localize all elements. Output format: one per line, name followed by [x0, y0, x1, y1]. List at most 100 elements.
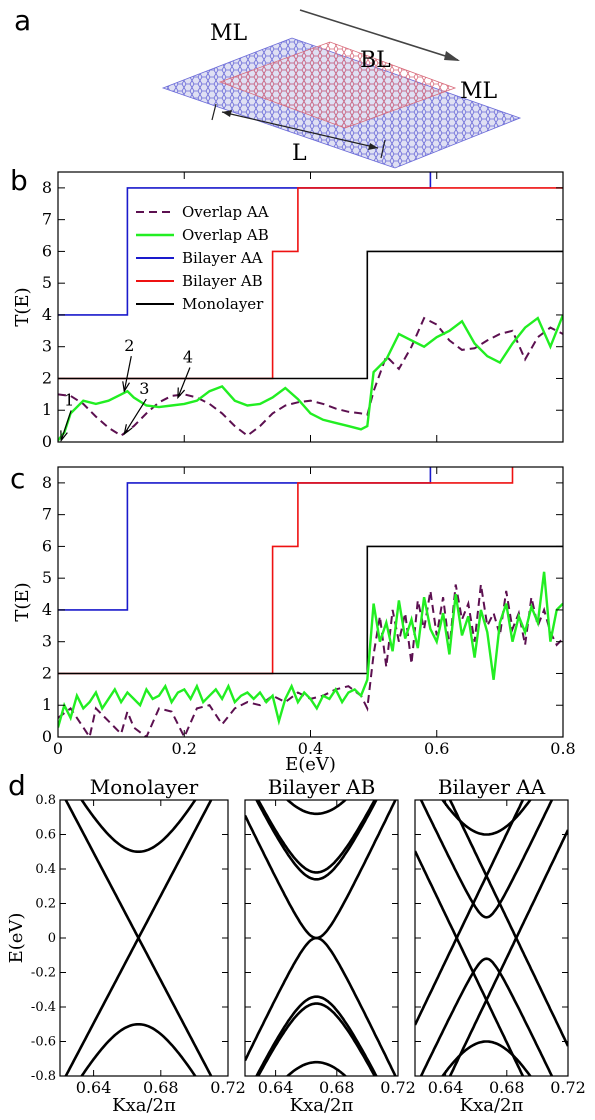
plot-b-ytick-label: 7 — [42, 210, 52, 229]
plot-d1-frame — [59, 799, 229, 1077]
plot-b-annotation-label: 4 — [183, 348, 193, 367]
plot-b: 0 1 2 3 4 5 6 7 8 T(E) Overlap AA Overlap AB Bilayer… — [12, 171, 564, 451]
plot-d3-xtick-label: 0.72 — [550, 1078, 586, 1097]
plot-d1-xtick-label: 0.72 — [210, 1078, 246, 1097]
plot-c-series-overlap-ab — [58, 571, 563, 728]
plot-c-ytick-label: 8 — [42, 473, 52, 492]
plot-d-monolayer: -0.8 -0.6 -0.4 -0.2 0 0.2 0.4 0.6 0.8 0.64 0.68 0.7… — [6, 775, 246, 1116]
plot-b-ytick-label: 1 — [42, 400, 52, 419]
plot-b-legend-label: Bilayer AB — [182, 272, 263, 290]
plot-d2-band-line — [255, 800, 378, 881]
plot-c-ytick-label: 4 — [42, 600, 52, 619]
plot-d3-xtick-label: 0.68 — [489, 1078, 525, 1097]
schematic-label-length: L — [292, 141, 307, 166]
plot-d2-title: Bilayer AB — [268, 775, 376, 799]
plot-d2-xtick-label: 0.72 — [380, 1078, 416, 1097]
plot-d2-band-line — [256, 800, 377, 874]
schematic-length-tick-left — [211, 103, 217, 121]
plot-c-series-overlap-aa — [58, 584, 563, 737]
panel-letter-a: a — [14, 4, 31, 37]
plot-d1-ytick-label: 0.2 — [35, 897, 56, 912]
panel-letter-d: d — [8, 769, 26, 802]
plot-d1-ytick-label: 0.4 — [35, 862, 56, 877]
plot-d1-xlabel: Kxa/2π — [112, 1095, 176, 1116]
plot-b-annotation-label: 3 — [139, 379, 149, 398]
plot-b-legend-label: Overlap AA — [182, 203, 269, 221]
plot-c-xtick-label: 0.6 — [424, 739, 449, 758]
plot-b-legend-label: Overlap AB — [182, 226, 269, 244]
plot-d1-ylabel: E(eV) — [6, 913, 27, 964]
plot-c-ytick-label: 2 — [42, 663, 52, 682]
schematic-length-tick-right — [380, 139, 386, 159]
plot-c-series-bilayer-aa — [58, 467, 432, 611]
plot-d1-ytick-label: -0.4 — [31, 1000, 56, 1015]
plot-c-xlabel: E(eV) — [285, 754, 336, 775]
plot-b-ytick-label: 5 — [42, 273, 52, 292]
schematic-length-arrow — [221, 111, 379, 149]
plot-c-xtick-label: 0.2 — [172, 739, 197, 758]
plot-d1-band-line — [80, 1023, 197, 1076]
plot-b-series-area — [58, 172, 563, 442]
plot-d3-xlabel: Kxa/2π — [460, 1095, 524, 1116]
plot-c-series-monolayer — [58, 545, 563, 675]
plot-b-ytick-label: 0 — [42, 432, 52, 451]
plot-d2-bands — [245, 800, 397, 1076]
plot-d3-bands — [415, 800, 568, 1076]
schematic-direction-arrowhead — [444, 51, 460, 61]
plot-d1-xtick-label: 0.68 — [143, 1078, 179, 1097]
plot-d3-band-line — [419, 957, 554, 1076]
plot-b-legend-label: Monolayer — [182, 295, 264, 313]
plot-b-ytick-label: 8 — [42, 178, 52, 197]
plot-d1-bands — [64, 800, 213, 1076]
plot-d1-title: Monolayer — [90, 775, 199, 799]
plot-d2-xtick-label: 0.68 — [319, 1078, 355, 1097]
plot-b-annotation: 3 — [123, 379, 149, 436]
schematic-length-arrowhead-left — [222, 110, 232, 117]
plot-c-frame — [57, 466, 564, 738]
plot-d3-band-line — [441, 800, 532, 836]
schematic-label-bl: BL — [360, 48, 391, 73]
plot-d1-ytick-label: 0.8 — [35, 793, 56, 808]
plot-b-legend-label: Bilayer AA — [182, 249, 263, 267]
plot-b-annotation: 2 — [122, 336, 134, 393]
plot-b-series-overlap-ab — [58, 314, 563, 442]
plot-d3-xtick-label: 0.64 — [428, 1078, 464, 1097]
plot-b-legend: Overlap AA Overlap AB Bilayer AA Bilayer AB… — [136, 203, 269, 313]
plot-b-annotation-label: 1 — [64, 390, 74, 409]
plot-c-ytick-label: 1 — [42, 695, 52, 714]
schematic-label-ml-right: ML — [460, 79, 498, 104]
plot-b-annotation: 4 — [177, 348, 193, 400]
plot-d2-band-line — [256, 1002, 377, 1076]
plot-b-annotation-label: 2 — [124, 336, 134, 355]
plot-d2-band-line — [285, 1060, 348, 1076]
plot-b-annotation: 1 — [60, 390, 74, 443]
plot-c-xtick-label: 0 — [53, 739, 63, 758]
plot-b-ylabel: T(E) — [12, 287, 33, 326]
plot-c-xtick-label: 0.8 — [550, 739, 575, 758]
plot-d3-band-line — [448, 800, 568, 1047]
panel-letter-b: b — [10, 164, 28, 197]
plot-d1-ytick-label: 0 — [48, 931, 56, 946]
schematic-sheet-top — [218, 41, 457, 129]
plot-b-series-monolayer — [58, 250, 563, 380]
plot-c-series-bilayer-ab — [58, 467, 514, 675]
plot-b-ytick-label: 6 — [42, 241, 52, 260]
plot-c-ytick-label: 7 — [42, 505, 52, 524]
plot-d1-ytick-label: -0.6 — [31, 1035, 56, 1050]
plot-d2-band-line — [285, 800, 348, 816]
panel-letter-c: c — [10, 462, 25, 495]
plot-d2-band-line — [245, 800, 397, 940]
plot-d3-band-line — [415, 850, 525, 1076]
plot-d1-ytick-label: -0.2 — [31, 966, 56, 981]
plot-d3-band-line — [441, 1040, 532, 1076]
plot-c-xtick-label: 0.4 — [298, 739, 323, 758]
plot-d3-frame — [414, 799, 569, 1077]
plot-c-ytick-label: 0 — [42, 727, 52, 746]
plot-d1-ytick-label: 0.6 — [35, 828, 56, 843]
plot-c-ytick-label: 5 — [42, 568, 52, 587]
plot-d1-band-line — [64, 800, 213, 1076]
plot-d1-band-line — [64, 800, 213, 1076]
plot-d-bilayer-aa: 0.64 0.68 0.72 Bilayer AA Kxa/2π — [414, 775, 586, 1116]
plot-c: 0 1 2 3 4 5 6 7 8 0 0.2 0.4 0.6 0.8 T(E) E(eV) — [12, 466, 576, 775]
